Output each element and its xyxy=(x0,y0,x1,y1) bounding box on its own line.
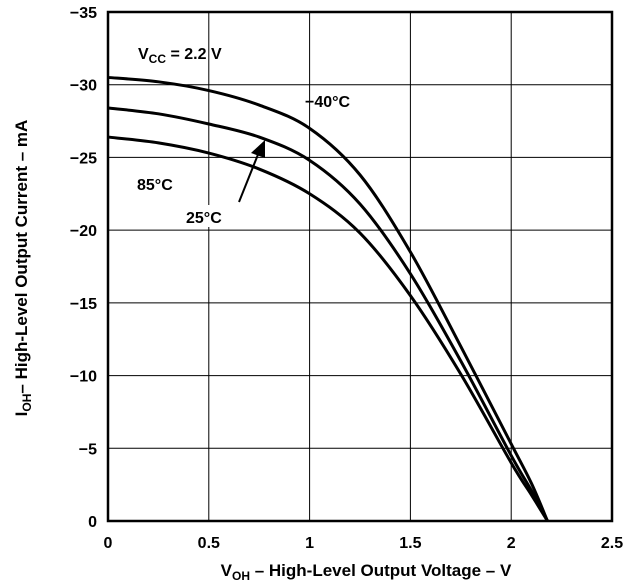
y-tick-label: −35 xyxy=(70,5,97,22)
x-tick-label: 2 xyxy=(507,535,516,552)
grid xyxy=(108,12,612,521)
y-tick-label: −15 xyxy=(70,296,97,313)
x-tick-label: 0.5 xyxy=(198,535,220,552)
x-tick-label: 1 xyxy=(305,535,314,552)
y-tick-label: −10 xyxy=(70,369,97,386)
curves xyxy=(107,75,549,522)
arrow-line xyxy=(238,151,260,203)
series-curve-1 xyxy=(107,106,549,522)
x-axis-title: VOH – High-Level Output Voltage – V xyxy=(221,561,512,582)
series-label-minus40: −40°C xyxy=(305,94,351,111)
arrow-head xyxy=(251,140,265,158)
x-tick-label: 0 xyxy=(104,535,113,552)
y-axis-title: IOH– High-Level Output Current – mA xyxy=(12,120,34,417)
y-tick-label: −20 xyxy=(70,223,97,240)
y-tick-labels: 0 −5 −10 −15 −20 −25 −30 −35 xyxy=(70,5,97,531)
y-tick-label: −25 xyxy=(70,150,97,167)
series-curve-0 xyxy=(107,75,549,522)
plot-frame xyxy=(106,10,614,523)
label-backdrop xyxy=(180,205,240,227)
y-tick-label: 0 xyxy=(88,514,97,531)
series-label-85: 85°C xyxy=(137,177,173,194)
series-label-25: 25°C xyxy=(186,210,222,227)
x-tick-label: 2.5 xyxy=(601,535,623,552)
y-tick-label: −5 xyxy=(79,441,97,458)
y-tick-label: −30 xyxy=(70,78,97,95)
vcc-annotation: VCC = 2.2 V xyxy=(138,46,222,66)
x-tick-labels: 0 0.5 1 1.5 2 2.5 xyxy=(104,535,624,552)
x-tick-label: 1.5 xyxy=(399,535,421,552)
series-curve-2 xyxy=(107,135,549,522)
